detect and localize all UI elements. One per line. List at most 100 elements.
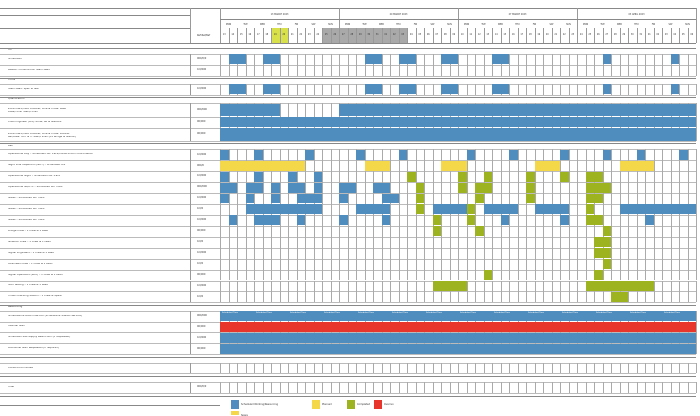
grid-col-line bbox=[560, 258, 561, 270]
grid-col-line bbox=[526, 362, 527, 374]
grid-col-line bbox=[373, 381, 374, 393]
grid-col-line bbox=[466, 269, 468, 281]
grid-col-line bbox=[628, 171, 629, 183]
grid-col-line bbox=[441, 225, 442, 237]
day-group-label: TUE bbox=[243, 23, 248, 26]
grid-col-line bbox=[313, 247, 315, 259]
row-code: 0.0/000 bbox=[197, 283, 207, 287]
day-number: 13 bbox=[486, 33, 490, 36]
schedule-block-blue bbox=[288, 171, 297, 182]
grid-col-line bbox=[594, 291, 595, 303]
grid-col-line bbox=[424, 171, 425, 183]
grid-col-line bbox=[390, 362, 391, 374]
grid-col-line bbox=[271, 280, 272, 292]
grid-col-line bbox=[696, 247, 697, 259]
grid-col-line bbox=[636, 236, 638, 248]
day-number: 29 bbox=[622, 33, 626, 36]
grid-col-line bbox=[475, 258, 476, 270]
grid-col-line bbox=[662, 171, 663, 183]
grid-col-line bbox=[577, 236, 578, 248]
grid-col-line bbox=[611, 64, 612, 76]
grid-col-line bbox=[220, 247, 221, 259]
schedule-block-blue bbox=[220, 117, 696, 128]
schedule-block-green bbox=[526, 182, 535, 193]
grid-col-line bbox=[696, 160, 697, 172]
grid-col-line bbox=[322, 247, 323, 259]
grid-col-line bbox=[288, 236, 289, 248]
grid-col-line bbox=[424, 160, 425, 172]
day-group-label: MON bbox=[582, 23, 589, 26]
row-label: Leader: Construction Team Lead bbox=[8, 68, 50, 71]
label-col-line bbox=[190, 258, 191, 270]
grid-col-line bbox=[305, 160, 306, 172]
grid-col-line bbox=[245, 171, 247, 183]
week-label: 27 MARCH 2023 bbox=[508, 13, 527, 16]
grid-col-line bbox=[330, 203, 332, 215]
day-number-cell bbox=[466, 28, 475, 43]
grid-col-line bbox=[602, 291, 604, 303]
grid-col-line bbox=[543, 291, 544, 303]
grid-col-line bbox=[636, 258, 638, 270]
grid-col-line bbox=[475, 53, 476, 65]
schedule-block-blue bbox=[262, 84, 280, 95]
grid-col-line bbox=[305, 214, 306, 226]
grid-col-line bbox=[313, 149, 315, 161]
grid-col-line bbox=[415, 280, 417, 292]
grid-col-line bbox=[577, 258, 578, 270]
grid-col-line bbox=[220, 83, 221, 95]
grid-col-line bbox=[534, 149, 536, 161]
label-col-line bbox=[190, 280, 191, 292]
grid-col-line bbox=[526, 149, 527, 161]
grid-col-line bbox=[568, 362, 570, 374]
day-number-cell bbox=[653, 28, 662, 43]
grid-col-line bbox=[500, 291, 502, 303]
header-line bbox=[0, 15, 190, 16]
grid-col-line bbox=[407, 203, 408, 215]
grid-col-line bbox=[381, 247, 383, 259]
grid-col-line bbox=[670, 291, 672, 303]
grid-col-line bbox=[526, 225, 527, 237]
grid-col-line bbox=[228, 280, 230, 292]
grid-col-line bbox=[492, 171, 493, 183]
row-code: 0.0/000 bbox=[197, 68, 207, 72]
bar-label: Scheduled Time bbox=[562, 312, 578, 315]
legend-label: Planned bbox=[322, 403, 332, 406]
grid-col-line bbox=[398, 269, 400, 281]
day-number-cell bbox=[415, 28, 424, 43]
day-number: 13 bbox=[222, 33, 226, 36]
bar-label: Scheduled Time bbox=[426, 312, 442, 315]
grid-col-line bbox=[543, 171, 544, 183]
grid-col-line bbox=[458, 362, 459, 374]
grid-col-line bbox=[696, 310, 697, 322]
row-label: Notes – Scheduled WP Track bbox=[8, 218, 45, 221]
day-number-cell bbox=[296, 28, 305, 43]
grid-col-line bbox=[568, 83, 570, 95]
grid-col-line bbox=[228, 64, 230, 76]
grid-col-line bbox=[279, 171, 281, 183]
grid-col-line bbox=[696, 103, 697, 117]
day-number-cell bbox=[262, 28, 271, 43]
grid-col-line bbox=[492, 381, 493, 393]
grid-col-line bbox=[577, 64, 578, 76]
grid-col-line bbox=[322, 291, 323, 303]
schedule-block-blue bbox=[466, 149, 475, 160]
grid-col-line bbox=[449, 64, 451, 76]
grid-col-line bbox=[390, 236, 391, 248]
grid-col-line bbox=[347, 64, 349, 76]
grid-col-line bbox=[339, 381, 340, 393]
row-label: Scheduled bbox=[8, 57, 22, 60]
grid-col-line bbox=[305, 381, 306, 393]
grid-col-line bbox=[245, 280, 247, 292]
grid-col-line bbox=[390, 203, 391, 215]
grid-col-line bbox=[398, 182, 400, 194]
week-label: 20 MARCH 2023 bbox=[389, 13, 408, 16]
grid-col-line bbox=[407, 64, 408, 76]
grid-col-line bbox=[313, 258, 315, 270]
grid-col-line bbox=[322, 280, 323, 292]
grid-col-line bbox=[551, 291, 553, 303]
grid-col-line bbox=[313, 160, 315, 172]
grid-col-line bbox=[339, 225, 340, 237]
grid-col-line bbox=[679, 280, 680, 292]
day-number: 19 bbox=[537, 33, 541, 36]
day-number-cell bbox=[322, 28, 331, 43]
